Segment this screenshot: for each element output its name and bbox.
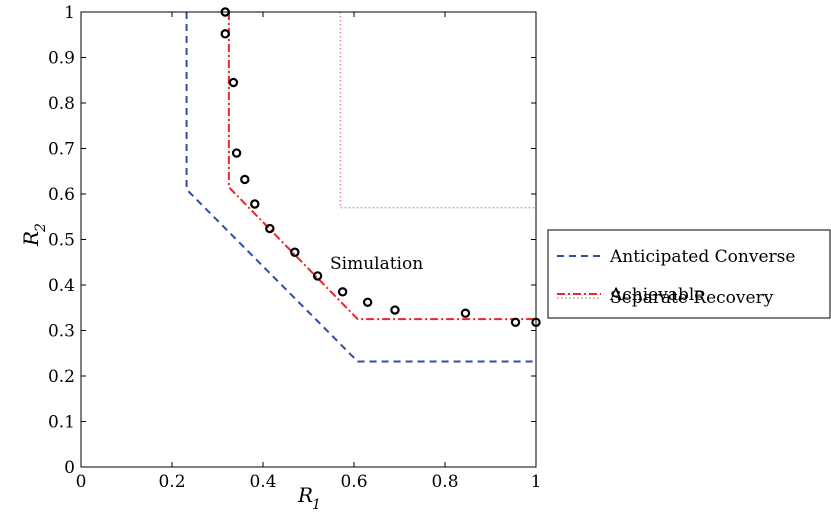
y-tick-label: 0.6 [48,185,75,205]
x-axis-label: R 1 [297,483,321,513]
y-axis-label: R 2 [19,223,49,247]
y-tick-label: 0.8 [48,94,75,114]
simulation-point-7 [265,223,275,234]
simulation-point-2 [220,29,230,39]
y-tick-label: 0.1 [48,413,75,433]
simulation-point-6 [250,199,260,209]
simulation-point-13 [460,308,471,318]
y-tick-label: 1 [64,3,75,23]
svg-text:R: R [297,483,313,507]
legend-item-separate-recovery: Separate Recovery [557,288,774,308]
data-layer [185,7,541,363]
annotation-simulation: Simulation [330,254,423,274]
legend-box [547,229,831,319]
legend: Anticipated Converse Achievable Separate… [547,229,831,319]
y-tick-label: 0.3 [48,322,75,342]
simulation-point-4 [231,148,242,158]
y-tick-label: 0.2 [48,367,75,387]
legend-label-anticipated-converse: Anticipated Converse [609,247,795,267]
simulation-point-9 [312,271,323,281]
y-tick-label: 0.5 [48,231,75,251]
simulation-point-11 [362,297,373,307]
legend-item-anticipated-converse: Anticipated Converse [557,247,795,267]
x-tick-label: 0.6 [340,472,367,492]
y-tick-label: 0.9 [48,49,75,69]
legend-item-achievable: Achievable [557,285,704,305]
simulation-point-12 [390,305,400,315]
svg-text:2: 2 [33,223,49,233]
legend-label-achievable: Achievable [609,285,704,305]
legend-label-separate-recovery: Separate Recovery [610,288,774,308]
y-tick-label: 0.4 [48,276,75,296]
y-tick-label: 0 [64,458,75,478]
ticks-layer: 0 0.2 0.4 0.6 0.8 1 0 0.1 0.2 0.3 0.4 0.5 0.6 0.7 0.8 0… [48,3,541,492]
svg-text:1: 1 [312,497,321,513]
simulation-point-14 [510,317,521,328]
series-line-separate-recovery [339,12,536,209]
simulation-point-8 [290,247,300,257]
simulation-point-3 [228,77,239,88]
simulation-point-10 [337,287,348,297]
x-tick-label: 0.8 [431,472,458,492]
series-line-achievable [227,12,536,321]
x-tick-label: 1 [531,472,542,492]
svg-text:R: R [19,231,43,247]
simulation-point-5 [240,174,250,185]
series-line-anticipated-converse [185,12,536,363]
plot-frame [80,11,537,468]
y-tick-label: 0.7 [48,140,75,160]
x-tick-label: 0 [76,472,87,492]
x-tick-label: 0.2 [158,472,185,492]
x-tick-label: 0.4 [249,472,276,492]
